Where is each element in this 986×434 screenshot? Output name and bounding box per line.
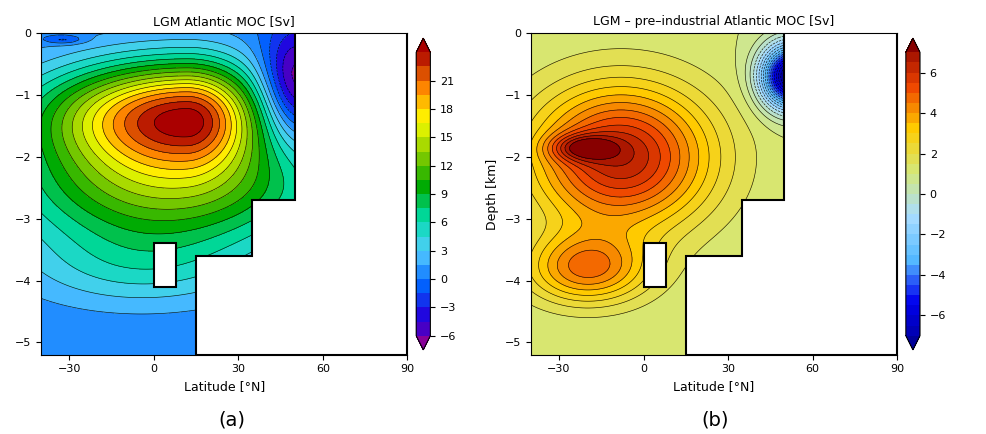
Polygon shape: [196, 33, 407, 355]
Title: LGM – pre–industrial Atlantic MOC [Sv]: LGM – pre–industrial Atlantic MOC [Sv]: [593, 15, 834, 28]
Polygon shape: [154, 243, 176, 287]
PathPatch shape: [905, 335, 919, 350]
PathPatch shape: [416, 38, 430, 53]
Polygon shape: [685, 33, 896, 355]
Text: (a): (a): [218, 410, 246, 429]
Y-axis label: Depth [km]: Depth [km]: [485, 158, 499, 230]
PathPatch shape: [905, 38, 919, 53]
PathPatch shape: [416, 335, 430, 350]
Text: (b): (b): [701, 410, 729, 429]
X-axis label: Latitude [°N]: Latitude [°N]: [672, 380, 753, 393]
Title: LGM Atlantic MOC [Sv]: LGM Atlantic MOC [Sv]: [153, 15, 295, 28]
Polygon shape: [643, 243, 666, 287]
X-axis label: Latitude [°N]: Latitude [°N]: [183, 380, 264, 393]
